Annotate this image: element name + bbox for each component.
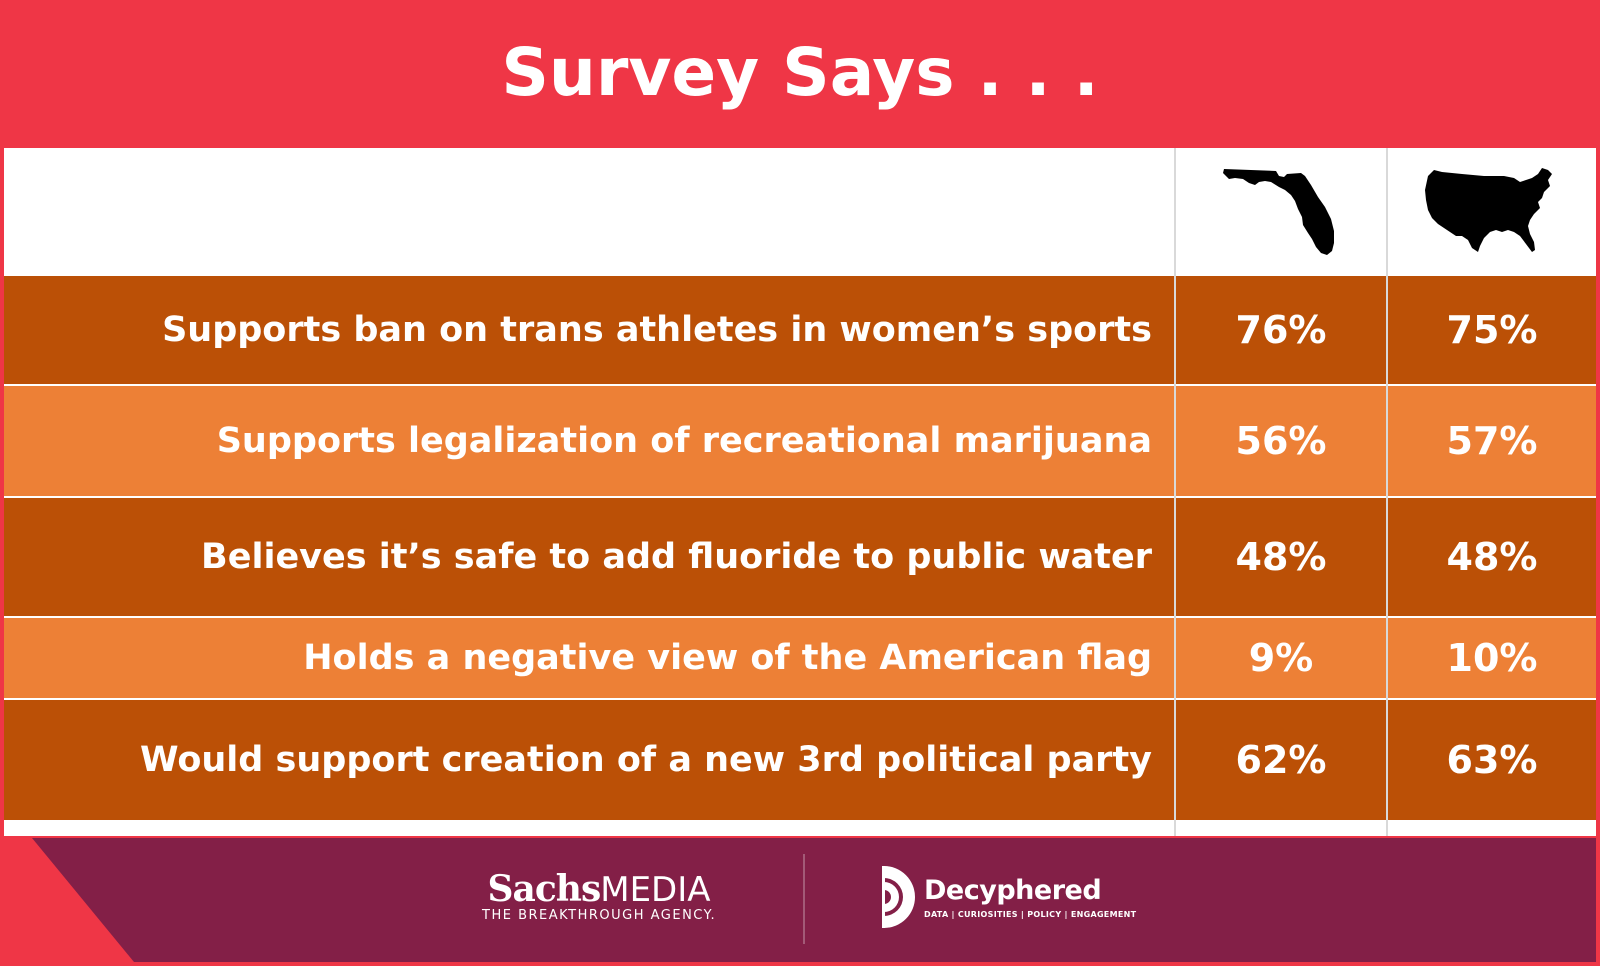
usa-map-icon (1425, 168, 1552, 252)
row-label: Supports legalization of recreational ma… (216, 421, 1152, 461)
footer-accent-shape (4, 838, 134, 962)
table-row: Supports legalization of recreational ma… (4, 386, 1596, 496)
florida-map-icon (1223, 169, 1334, 255)
usa-value: 75% (1388, 276, 1596, 384)
header-label-cell (4, 148, 1174, 276)
row-label-cell: Believes it’s safe to add fluoride to pu… (4, 498, 1174, 616)
row-label-cell: Would support creation of a new 3rd poli… (4, 700, 1174, 820)
table-row: Supports ban on trans athletes in women’… (4, 276, 1596, 384)
sachs-media-logo: SachsMEDIA THE BREAKTHROUGH AGENCY. (482, 868, 716, 923)
row-label: Supports ban on trans athletes in women’… (162, 310, 1152, 350)
survey-table: Supports ban on trans athletes in women’… (4, 148, 1596, 836)
decyphered-mark-icon (882, 866, 915, 928)
florida-value: 76% (1176, 276, 1386, 384)
usa-value: 63% (1388, 700, 1596, 820)
column-divider (1174, 148, 1176, 836)
header-banner: Survey Says . . . (0, 0, 1600, 148)
row-label-cell: Supports legalization of recreational ma… (4, 386, 1174, 496)
decyphered-name: Decyphered (924, 875, 1102, 906)
usa-value: 10% (1388, 618, 1596, 698)
table-header-row (4, 148, 1596, 276)
florida-value: 56% (1176, 386, 1386, 496)
table-row: Would support creation of a new 3rd poli… (4, 700, 1596, 820)
row-label: Holds a negative view of the American fl… (303, 638, 1152, 678)
footer-banner: SachsMEDIA THE BREAKTHROUGH AGENCY. Decy… (4, 838, 1596, 962)
table-row: Holds a negative view of the American fl… (4, 618, 1596, 698)
decyphered-tagline: DATA | CURIOSITIES | POLICY | ENGAGEMENT (924, 910, 1137, 919)
sachs-media-text: MEDIA (600, 870, 711, 910)
florida-value: 48% (1176, 498, 1386, 616)
row-label-cell: Holds a negative view of the American fl… (4, 618, 1174, 698)
page-title: Survey Says . . . (501, 33, 1099, 111)
table-row: Believes it’s safe to add fluoride to pu… (4, 498, 1596, 616)
decyphered-logo: Decyphered DATA | CURIOSITIES | POLICY |… (882, 864, 1136, 930)
row-label: Would support creation of a new 3rd poli… (139, 740, 1152, 780)
header-florida-cell (1176, 148, 1386, 276)
usa-value: 48% (1388, 498, 1596, 616)
usa-value: 57% (1388, 386, 1596, 496)
sachs-tagline: THE BREAKTHROUGH AGENCY. (482, 908, 717, 923)
florida-value: 9% (1176, 618, 1386, 698)
florida-value: 62% (1176, 700, 1386, 820)
row-label-cell: Supports ban on trans athletes in women’… (4, 276, 1174, 384)
header-usa-cell (1388, 148, 1596, 276)
column-divider (1386, 148, 1388, 836)
row-label: Believes it’s safe to add fluoride to pu… (201, 537, 1152, 577)
footer-divider (803, 854, 805, 944)
sachs-name: Sachs (487, 868, 602, 910)
